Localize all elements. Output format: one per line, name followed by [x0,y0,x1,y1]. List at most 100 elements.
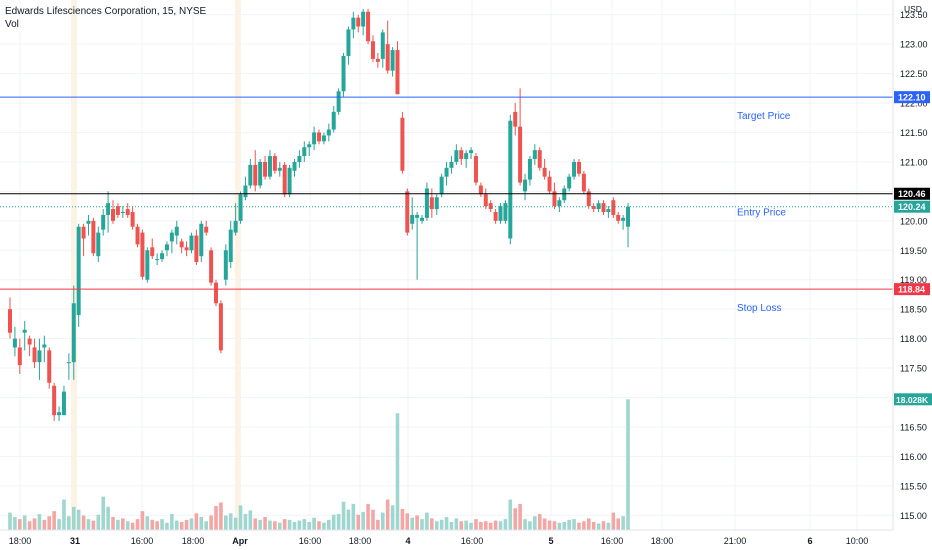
candle-body [478,185,483,195]
candle [125,203,130,218]
volume-bar [224,515,228,530]
candle [218,300,223,354]
candle-body [248,164,253,186]
candle [272,153,277,174]
volume-bar [488,522,493,530]
candle [115,203,120,218]
target-label[interactable]: Target Price [737,111,791,122]
candle [111,200,116,224]
volume-bar [405,513,410,530]
candle [385,20,390,74]
candle [287,164,292,198]
candle [375,53,380,68]
volume-bar [150,519,155,530]
volume-bar [425,512,429,530]
entry-label[interactable]: Entry Price [737,208,786,219]
volume-bar [96,514,101,530]
volume-bar [611,512,616,530]
candle [307,141,312,157]
volume-bar [209,515,213,530]
candle [493,209,498,224]
candle [434,194,439,215]
candle [96,226,101,263]
candle-body [52,385,57,416]
candle [101,209,106,236]
volume-tag: 18.028K [896,395,929,405]
candle-body [135,226,140,245]
candle-body [351,17,356,30]
candle [179,238,184,254]
symbol-legend[interactable]: Edwards Lifesciences Corporation, 15, NY… [5,6,207,17]
volume-bar [395,413,400,530]
candle [562,185,567,204]
stop-label[interactable]: Stop Loss [737,303,781,314]
candle-body [258,161,263,186]
volume-bar [42,519,47,530]
candle [459,147,464,165]
volume-bar [52,511,56,530]
candle-body [326,129,331,136]
candle [238,191,243,224]
candle-body [586,191,591,207]
target-price-tag-bg [894,91,930,104]
candle-body [611,200,616,215]
candle-body [111,209,116,221]
volume-bar [62,499,66,530]
volume-bar [498,521,503,530]
volume-bar [557,522,562,530]
volume-bar [101,496,105,530]
candle-body [130,212,135,227]
candle [361,8,366,36]
candle-body [420,217,425,221]
volume-bar [591,522,596,530]
volume-bar [258,519,262,530]
volume-bar [292,522,297,530]
volume-bar [341,501,346,530]
volume-bar [626,399,630,530]
candle-body [37,350,42,363]
volume-bar [238,505,243,530]
volume-bar [312,517,316,530]
candle-body [189,235,194,251]
candle [243,176,248,201]
volume-bar [479,522,483,530]
candle [523,173,528,201]
candle [321,132,326,145]
time-tick-label: 18:00 [182,536,205,546]
volume-bar [376,519,380,530]
candle-body [106,203,111,215]
candle-body [527,159,532,180]
candle [370,35,375,62]
volume-bar [582,521,586,530]
volume-bar [616,518,621,530]
candle [351,11,356,39]
candle [606,206,611,218]
candle-body [150,247,155,257]
volume-bar [155,521,159,530]
candle-body [209,250,214,283]
candle [400,111,405,174]
candle-body [17,347,22,366]
candle [32,338,37,369]
volume-bar [513,508,518,530]
volume-legend[interactable]: Vol [5,19,19,30]
volume-bar [307,522,312,530]
candle-body [71,303,76,363]
candle-body [317,132,322,142]
candle [547,170,552,195]
candle [503,200,508,224]
candle-body [576,161,581,174]
candle [616,212,621,224]
candle-body [160,253,165,260]
candle-body [429,197,434,210]
candle [282,161,287,198]
candle-body [483,194,488,207]
time-tick-label: 4 [405,536,410,546]
volume-bar [503,519,508,530]
candle [233,203,238,236]
candle-body [444,167,449,177]
candle-body [76,226,81,316]
candle-body [287,167,292,195]
